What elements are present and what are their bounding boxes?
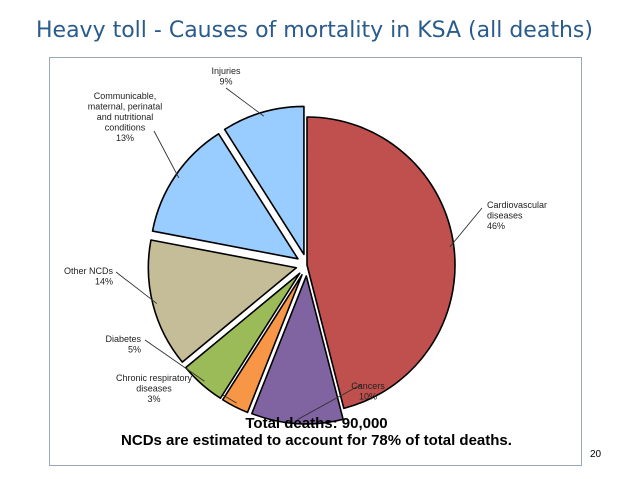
slice-label: Cancers 10%	[351, 381, 385, 402]
ncd-share-note: NCDs are estimated to account for 78% of…	[121, 432, 512, 449]
leader-line	[449, 207, 483, 248]
slice-label: Communicable, maternal, perinatal and nutr…	[88, 91, 163, 143]
pie-slice-cancers	[251, 275, 344, 425]
pie-slice-chronic-respiratory-diseases	[221, 274, 303, 414]
leader-line	[297, 383, 363, 421]
slice-label: Injuries 9%	[211, 66, 241, 87]
pie-slice-diabetes	[184, 272, 301, 400]
slice-label: Chronic respiratory diseases 3%	[116, 373, 193, 404]
leader-line	[153, 130, 180, 179]
pie-slice-communicable-maternal-perinatal-and-nutritional-conditions	[151, 133, 299, 260]
leader-line	[225, 87, 265, 117]
pie-slice-cardiovascular-diseases	[306, 116, 456, 410]
pie-slice-injuries	[223, 105, 305, 256]
leader-line	[144, 339, 205, 382]
slice-label: Diabetes 5%	[105, 334, 141, 355]
slide-title: Heavy toll - Causes of mortality in KSA …	[36, 18, 593, 43]
pie-slice-other-ncds	[147, 239, 298, 363]
total-deaths-note: Total deaths: 90,000	[245, 415, 388, 432]
slice-label: Other NCDs 14%	[64, 266, 114, 287]
leader-line	[115, 271, 158, 304]
page-number: 20	[590, 449, 602, 460]
pie-chart: Cardiovascular diseases 46% Cancers 10% Chron…	[64, 66, 547, 425]
slice-label: Cardiovascular diseases 46%	[487, 200, 547, 231]
chart-frame: Cardiovascular diseases 46% Cancers 10% Chron…	[49, 57, 582, 466]
